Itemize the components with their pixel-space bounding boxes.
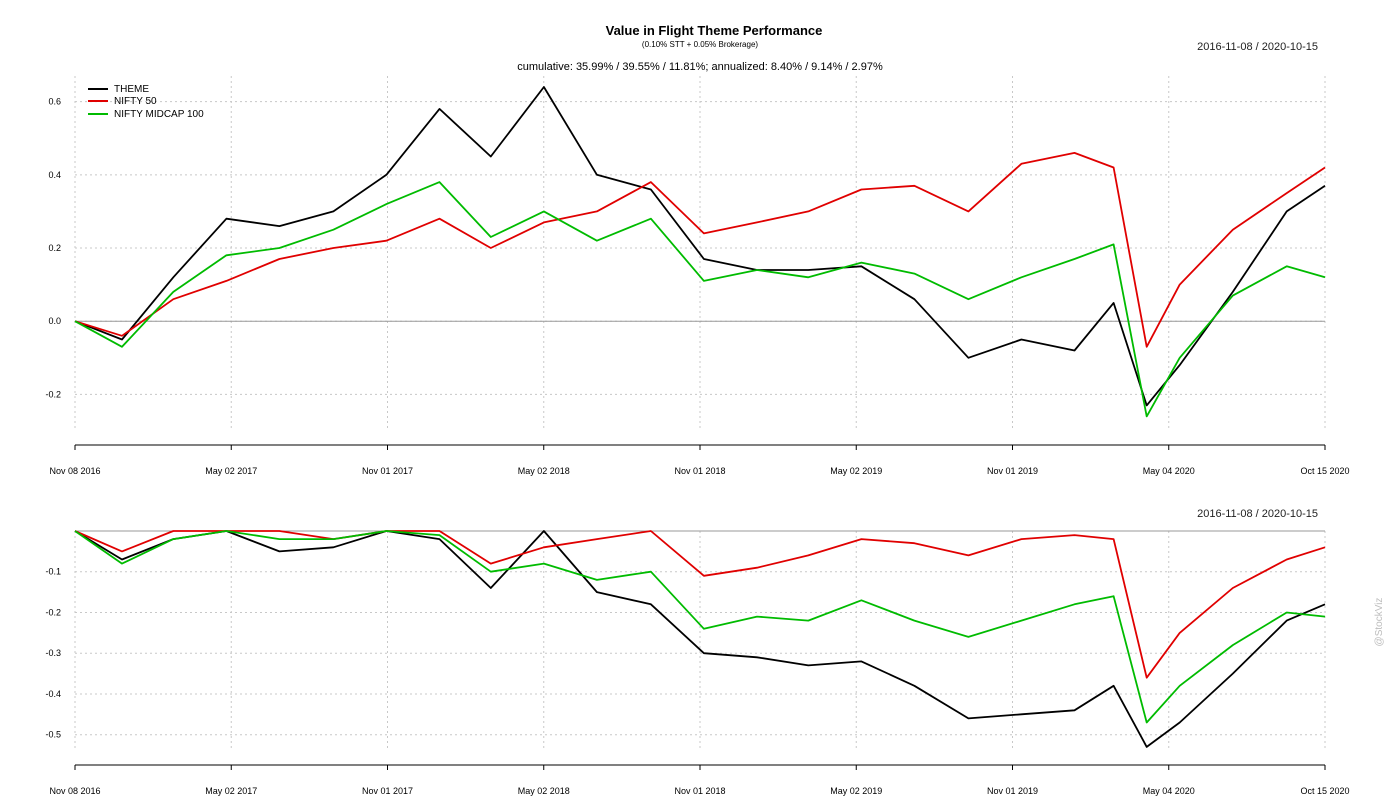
x-tick-label: May 04 2020 — [1143, 466, 1195, 476]
legend-label-midcap: NIFTY MIDCAP 100 — [114, 109, 204, 120]
x-tick-label: May 02 2019 — [830, 786, 882, 796]
y-tick-label: -0.1 — [45, 567, 61, 577]
x-tick-label: Nov 01 2019 — [987, 786, 1038, 796]
cumulative-return-panel: 0.6 0.4 0.2 0.0 -0.2 Nov 08 2016 May 02 2017 No… — [45, 76, 1350, 476]
legend: THEME NIFTY 50 NIFTY MIDCAP 100 — [88, 84, 204, 120]
x-tick-label: Nov 01 2019 — [987, 466, 1038, 476]
y-tick-label: -0.5 — [45, 730, 61, 740]
x-tick-label: Oct 15 2020 — [1300, 786, 1349, 796]
series-line-nifty50 — [74, 530, 1326, 679]
series-line-midcap — [74, 181, 1326, 418]
y-tick-label: 0.2 — [48, 243, 61, 253]
x-tick-label: Nov 01 2018 — [674, 786, 725, 796]
x-tick-label: Nov 01 2017 — [362, 466, 413, 476]
x-tick-label: Nov 08 2016 — [49, 786, 100, 796]
x-tick-label: Nov 01 2017 — [362, 786, 413, 796]
x-tick-label: May 02 2018 — [518, 466, 570, 476]
x-tick-label: Oct 15 2020 — [1300, 466, 1349, 476]
y-tick-label: -0.4 — [45, 689, 61, 699]
x-tick-label: Nov 01 2018 — [674, 466, 725, 476]
x-tick-label: Nov 08 2016 — [49, 466, 100, 476]
drawdown-panel: -0.1 -0.2 -0.3 -0.4 -0.5 Nov 08 2016 May 02 20… — [45, 530, 1350, 796]
top-date-range: 2016-11-08 / 2020-10-15 — [1197, 41, 1318, 53]
x-tick-label: May 02 2017 — [205, 466, 257, 476]
watermark: @StockViz — [1374, 598, 1385, 647]
x-tick-label: May 02 2018 — [518, 786, 570, 796]
chart-subtitle: (0.10% STT + 0.05% Brokerage) — [642, 40, 758, 49]
legend-label-theme: THEME — [114, 84, 149, 95]
x-tick-label: May 02 2017 — [205, 786, 257, 796]
series-line-theme — [74, 530, 1326, 748]
bottom-date-range: 2016-11-08 / 2020-10-15 — [1197, 508, 1318, 520]
series-line-midcap — [74, 530, 1326, 724]
y-tick-label: 0.4 — [48, 170, 61, 180]
x-tick-label: May 04 2020 — [1143, 786, 1195, 796]
chart-title: Value in Flight Theme Performance — [606, 23, 823, 38]
series-line-nifty50 — [74, 151, 1326, 348]
y-tick-label: -0.2 — [45, 607, 61, 617]
y-tick-label: 0.6 — [48, 97, 61, 107]
legend-label-nifty50: NIFTY 50 — [114, 96, 157, 107]
y-tick-label: 0.0 — [48, 316, 61, 326]
cumulative-stats: cumulative: 35.99% / 39.55% / 11.81%; an… — [517, 61, 883, 73]
y-tick-label: -0.2 — [45, 389, 61, 399]
x-tick-label: May 02 2019 — [830, 466, 882, 476]
y-tick-label: -0.3 — [45, 648, 61, 658]
